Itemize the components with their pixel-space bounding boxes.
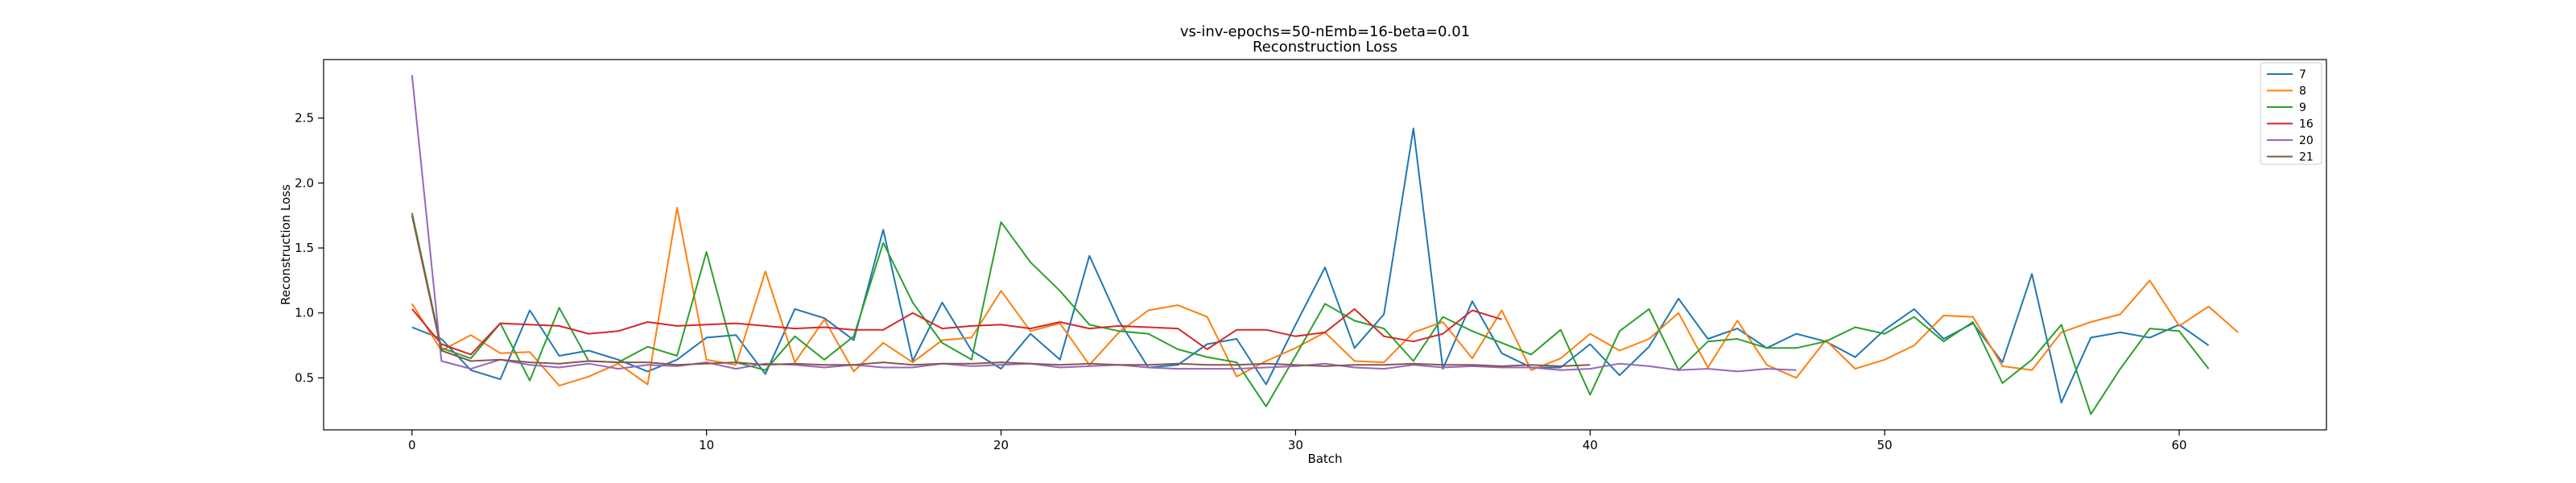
legend-box [2260,62,2322,165]
y-axis-label: Reconstruction Loss [279,184,293,305]
series-layer [411,75,2239,415]
y-tick-label: 0.5 [295,370,314,385]
legend-label-21: 21 [2299,151,2314,164]
legend: 7 8 9 16 20 21 [2260,62,2322,165]
series-line-20 [411,75,1797,373]
x-axis-label: Batch [1307,452,1342,466]
plot-area: 0 10 20 30 40 50 60 0.5 1.0 1.5 2.0 2.5 [295,59,2327,452]
x-tick-label: 60 [2172,438,2187,452]
legend-label-9: 9 [2299,101,2306,114]
plot-frame [323,59,2327,431]
series-line-7 [411,127,2210,404]
x-tick-label: 0 [408,438,416,452]
x-tick-label: 50 [1877,438,1893,452]
chart-title: vs-inv-epochs=50-nEmb=16-beta=0.01 [1180,23,1470,40]
y-axis: 0.5 1.0 1.5 2.0 2.5 [295,111,324,385]
x-tick-label: 40 [1583,438,1598,452]
x-tick-label: 30 [1288,438,1303,452]
y-tick-label: 1.0 [295,306,314,320]
y-tick-label: 2.0 [295,175,314,190]
x-tick-label: 20 [993,438,1009,452]
legend-label-7: 7 [2299,68,2306,81]
x-tick-label: 10 [699,438,714,452]
y-tick-label: 2.5 [295,111,314,126]
legend-label-8: 8 [2299,85,2306,98]
legend-label-20: 20 [2299,134,2314,147]
series-line-16 [411,308,1502,356]
series-line-9 [411,213,2210,415]
chart-subtitle: Reconstruction Loss [1253,39,1397,56]
y-tick-label: 1.5 [295,241,314,255]
series-line-8 [411,207,2239,387]
legend-label-16: 16 [2299,118,2314,131]
series-line-21 [411,215,1591,367]
x-axis: 0 10 20 30 40 50 60 [408,430,2187,452]
